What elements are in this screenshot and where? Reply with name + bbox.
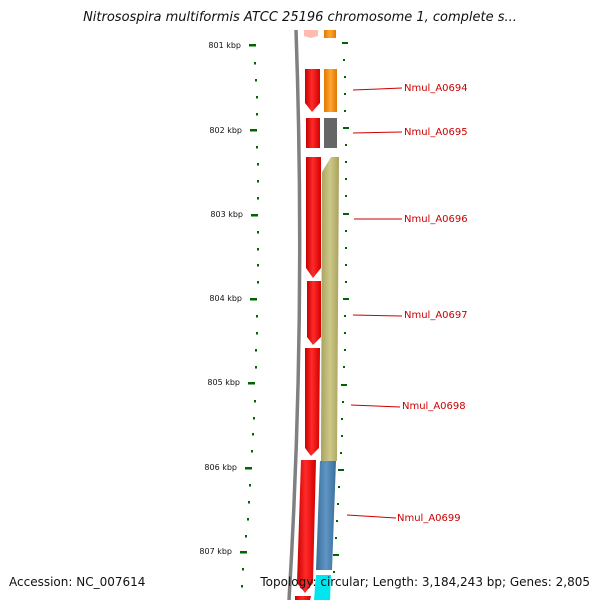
topology-text: Topology: circular; Length: 3,184,243 bp… — [260, 575, 590, 589]
gene-label-nmul-a0696[interactable]: Nmul_A0696 — [404, 214, 468, 225]
gene-feature-khaki[interactable] — [321, 157, 339, 461]
cds-feature[interactable] — [295, 596, 311, 600]
accession-text: Accession: NC_007614 — [9, 575, 146, 589]
cds-feature[interactable] — [306, 118, 320, 148]
ruler-labels: 801 kbp 802 kbp 803 kbp 804 kbp 805 kbp … — [199, 41, 243, 556]
ruler-label-805: 805 kbp — [207, 378, 240, 387]
gene-label-nmul-a0695[interactable]: Nmul_A0695 — [404, 127, 468, 138]
gene-label-nmul-a0697[interactable]: Nmul_A0697 — [404, 310, 468, 321]
cds-feature[interactable] — [305, 69, 320, 112]
gene-feature-gray[interactable] — [324, 118, 337, 148]
gene-feature-orange[interactable] — [324, 69, 337, 112]
gene-label-nmul-a0699[interactable]: Nmul_A0699 — [397, 513, 461, 524]
ruler-label-803: 803 kbp — [210, 210, 243, 219]
ruler-label-802: 802 kbp — [209, 126, 242, 135]
gene-feature-orange[interactable] — [324, 30, 336, 38]
forward-strand-features — [295, 30, 321, 600]
ruler-label-806: 806 kbp — [204, 463, 237, 472]
cds-feature[interactable] — [307, 281, 321, 345]
ruler-label-804: 804 kbp — [209, 294, 242, 303]
ruler-major-ticks — [240, 44, 258, 554]
label-leaders — [346, 87, 403, 519]
outer-ticks — [333, 42, 349, 573]
ruler-label-801: 801 kbp — [208, 41, 241, 50]
reverse-strand-features — [314, 30, 339, 600]
map-title: Nitrosospira multiformis ATCC 25196 chro… — [83, 10, 517, 25]
position-ruler: 801 kbp 802 kbp 803 kbp 804 kbp 805 kbp … — [199, 41, 259, 588]
cds-feature[interactable] — [305, 348, 320, 456]
chromosome-backbone — [287, 29, 302, 601]
cds-feature[interactable] — [304, 30, 318, 38]
gene-feature-cyan[interactable] — [314, 575, 331, 600]
gene-labels: Nmul_A0694 Nmul_A0695 Nmul_A0696 Nmul_A0… — [397, 83, 468, 524]
ruler-label-807: 807 kbp — [199, 547, 232, 556]
cds-feature[interactable] — [297, 460, 316, 593]
gene-label-nmul-a0694[interactable]: Nmul_A0694 — [404, 83, 468, 94]
ruler-dots — [241, 62, 259, 588]
gene-feature-steelblue[interactable] — [316, 461, 336, 570]
gene-label-nmul-a0698[interactable]: Nmul_A0698 — [402, 401, 466, 412]
cds-feature[interactable] — [306, 157, 321, 278]
